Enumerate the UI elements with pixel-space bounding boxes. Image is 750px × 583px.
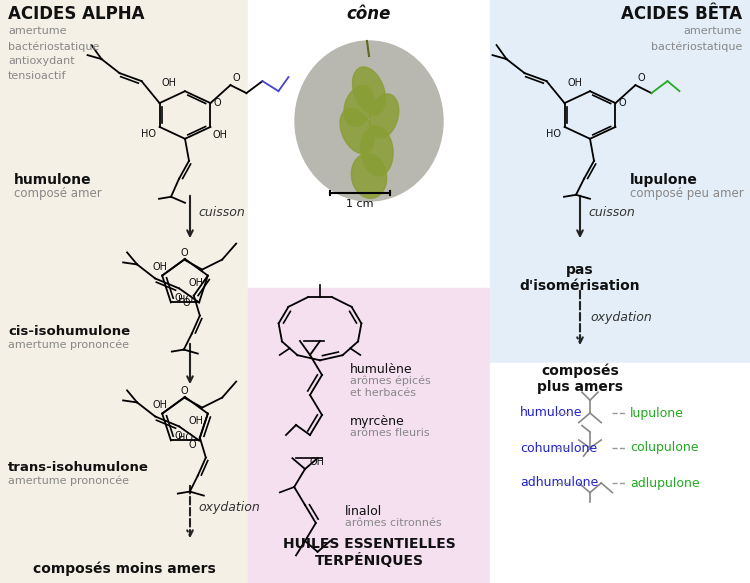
Ellipse shape <box>351 154 387 198</box>
Text: tensioactif: tensioactif <box>8 71 67 81</box>
Text: bactériostatique: bactériostatique <box>650 41 742 51</box>
Bar <box>490 0 750 363</box>
Text: O: O <box>188 440 196 449</box>
Text: cohumulone: cohumulone <box>520 441 597 455</box>
Bar <box>248 0 490 288</box>
Text: trans-isohumulone: trans-isohumulone <box>8 461 148 474</box>
Ellipse shape <box>361 126 393 176</box>
Text: composés
plus amers: composés plus amers <box>537 363 623 394</box>
Text: cuisson: cuisson <box>588 206 634 220</box>
Text: lupulone: lupulone <box>630 173 698 187</box>
Text: colupulone: colupulone <box>630 441 698 455</box>
Ellipse shape <box>369 94 399 138</box>
Text: arômes épicés
et herbacés: arômes épicés et herbacés <box>350 376 430 398</box>
Text: HO: HO <box>178 296 193 305</box>
Text: adlupulone: adlupulone <box>630 476 700 490</box>
Text: composés moins amers: composés moins amers <box>33 561 215 575</box>
Text: O: O <box>180 385 188 396</box>
Text: OH: OH <box>189 278 204 287</box>
Text: cis-isohumulone: cis-isohumulone <box>8 325 130 338</box>
Ellipse shape <box>352 67 386 115</box>
Text: O: O <box>182 297 190 308</box>
Text: composé amer: composé amer <box>14 187 102 200</box>
Text: ACIDES BÊTA: ACIDES BÊTA <box>621 5 742 23</box>
Text: amertume prononcée: amertume prononcée <box>8 339 129 349</box>
Text: amertume: amertume <box>8 26 67 36</box>
Text: linalol: linalol <box>345 505 382 518</box>
Text: OH: OH <box>162 78 177 88</box>
Text: 1 cm: 1 cm <box>346 199 374 209</box>
Text: HO: HO <box>178 433 193 444</box>
Text: composé peu amer: composé peu amer <box>630 187 744 200</box>
Text: OH: OH <box>567 78 582 88</box>
Text: OH: OH <box>153 262 168 272</box>
Text: OH: OH <box>189 416 204 426</box>
Text: cône: cône <box>346 5 392 23</box>
Text: adhumulone: adhumulone <box>520 476 599 490</box>
Text: O: O <box>180 248 188 258</box>
Text: O: O <box>175 431 182 441</box>
Text: antioxydant: antioxydant <box>8 56 74 66</box>
Text: O: O <box>619 98 626 108</box>
Text: humulone: humulone <box>520 406 583 420</box>
Text: lupulone: lupulone <box>630 406 684 420</box>
Text: humulone: humulone <box>14 173 92 187</box>
Text: myrcène: myrcène <box>350 415 405 428</box>
Text: humulène: humulène <box>350 363 412 376</box>
Text: arômes fleuris: arômes fleuris <box>350 428 430 438</box>
Text: amertume: amertume <box>683 26 742 36</box>
Bar <box>490 363 750 583</box>
Text: O: O <box>638 73 645 83</box>
Ellipse shape <box>344 86 374 127</box>
Text: ACIDES ALPHA: ACIDES ALPHA <box>8 5 145 23</box>
Text: cuisson: cuisson <box>198 206 244 220</box>
Text: bactériostatique: bactériostatique <box>8 41 99 51</box>
Text: HO: HO <box>140 129 155 139</box>
Text: arômes citronnés: arômes citronnés <box>345 518 442 528</box>
Text: OH: OH <box>212 130 227 140</box>
Text: OH: OH <box>153 399 168 410</box>
Text: amertume prononcée: amertume prononcée <box>8 475 129 486</box>
Text: O: O <box>232 73 240 83</box>
Text: pas
d'isomérisation: pas d'isomérisation <box>520 263 640 293</box>
Ellipse shape <box>340 108 374 154</box>
Text: oxydation: oxydation <box>590 311 652 324</box>
Text: oxydation: oxydation <box>198 501 260 515</box>
Bar <box>248 288 490 583</box>
Bar <box>0 0 248 583</box>
Text: O: O <box>214 98 221 108</box>
Text: HO: HO <box>545 129 560 139</box>
Text: HUILES ESSENTIELLES
TERPÉNIQUES: HUILES ESSENTIELLES TERPÉNIQUES <box>283 536 455 568</box>
Text: OH: OH <box>309 457 324 467</box>
Ellipse shape <box>295 41 443 201</box>
Text: O: O <box>175 293 182 303</box>
